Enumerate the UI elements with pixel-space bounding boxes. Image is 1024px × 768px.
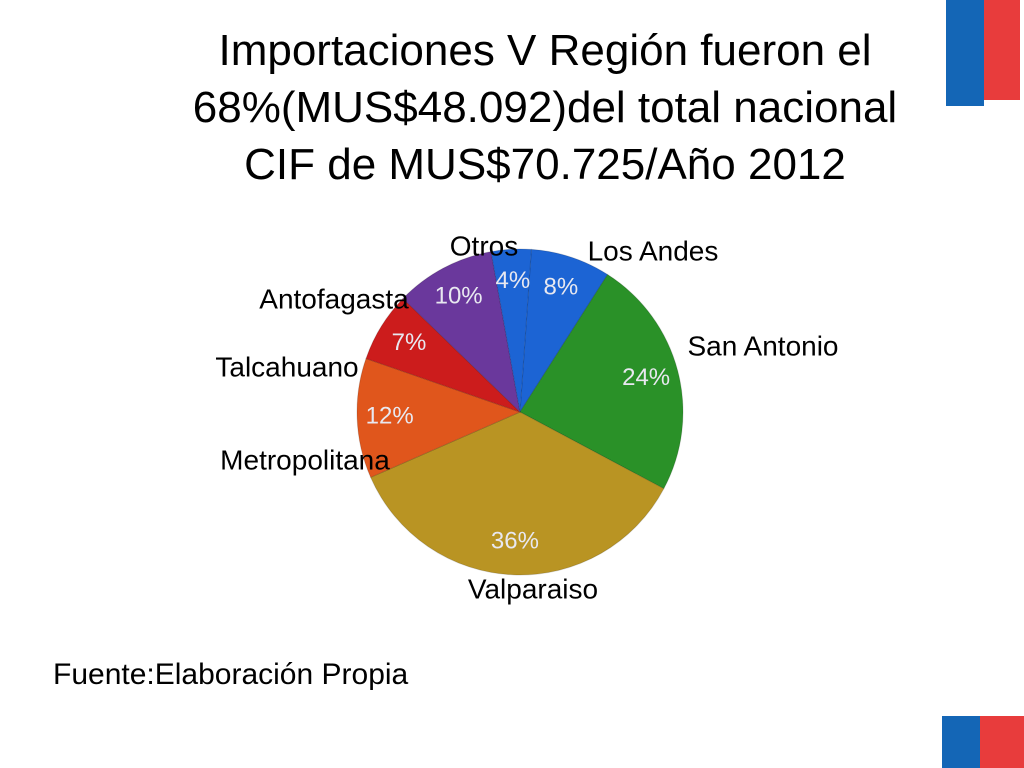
value-label: 36% (491, 528, 539, 555)
pie: 8% 24% 36% 12% 7% 10% 4% Los Andes San Antonio Va… (215, 230, 838, 604)
category-label: San Antonio (687, 330, 838, 361)
pie-slice (402, 251, 521, 414)
pie-slice (519, 273, 684, 490)
pie-slice (356, 357, 522, 478)
value-label: 4% (496, 267, 531, 294)
category-label: Antofagasta (259, 283, 409, 314)
category-label: Los Andes (588, 235, 719, 266)
flag-blue (942, 716, 980, 768)
value-label: 24% (622, 364, 670, 391)
pie-slice (365, 297, 521, 413)
title: Importaciones V Región fueron el 68%(MUS… (192, 26, 898, 189)
flag-blue (946, 0, 984, 106)
category-label: Valparaiso (468, 573, 598, 604)
value-label: 7% (392, 329, 427, 356)
flag-red (980, 716, 1024, 768)
source: Fuente:Elaboración Propia (53, 658, 409, 691)
flag-red (984, 0, 1020, 100)
pie-slice (370, 411, 665, 576)
category-label: Talcahuano (215, 351, 358, 382)
pie-slice (519, 248, 609, 413)
pie-slice (490, 248, 532, 413)
value-label: 10% (435, 282, 483, 309)
value-label: 12% (366, 402, 414, 429)
value-label: 8% (544, 274, 579, 301)
category-label: Otros (450, 230, 518, 261)
category-label: Metropolitana (220, 444, 390, 475)
